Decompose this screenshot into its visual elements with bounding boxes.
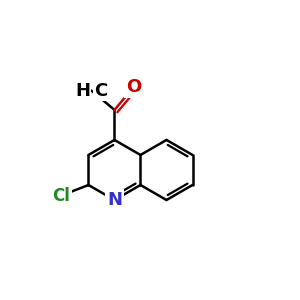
Text: N: N <box>107 191 122 209</box>
Text: O: O <box>126 78 141 96</box>
Text: H: H <box>75 82 90 100</box>
Text: 3: 3 <box>91 87 99 100</box>
Text: C: C <box>94 82 107 100</box>
Text: Cl: Cl <box>52 187 70 205</box>
